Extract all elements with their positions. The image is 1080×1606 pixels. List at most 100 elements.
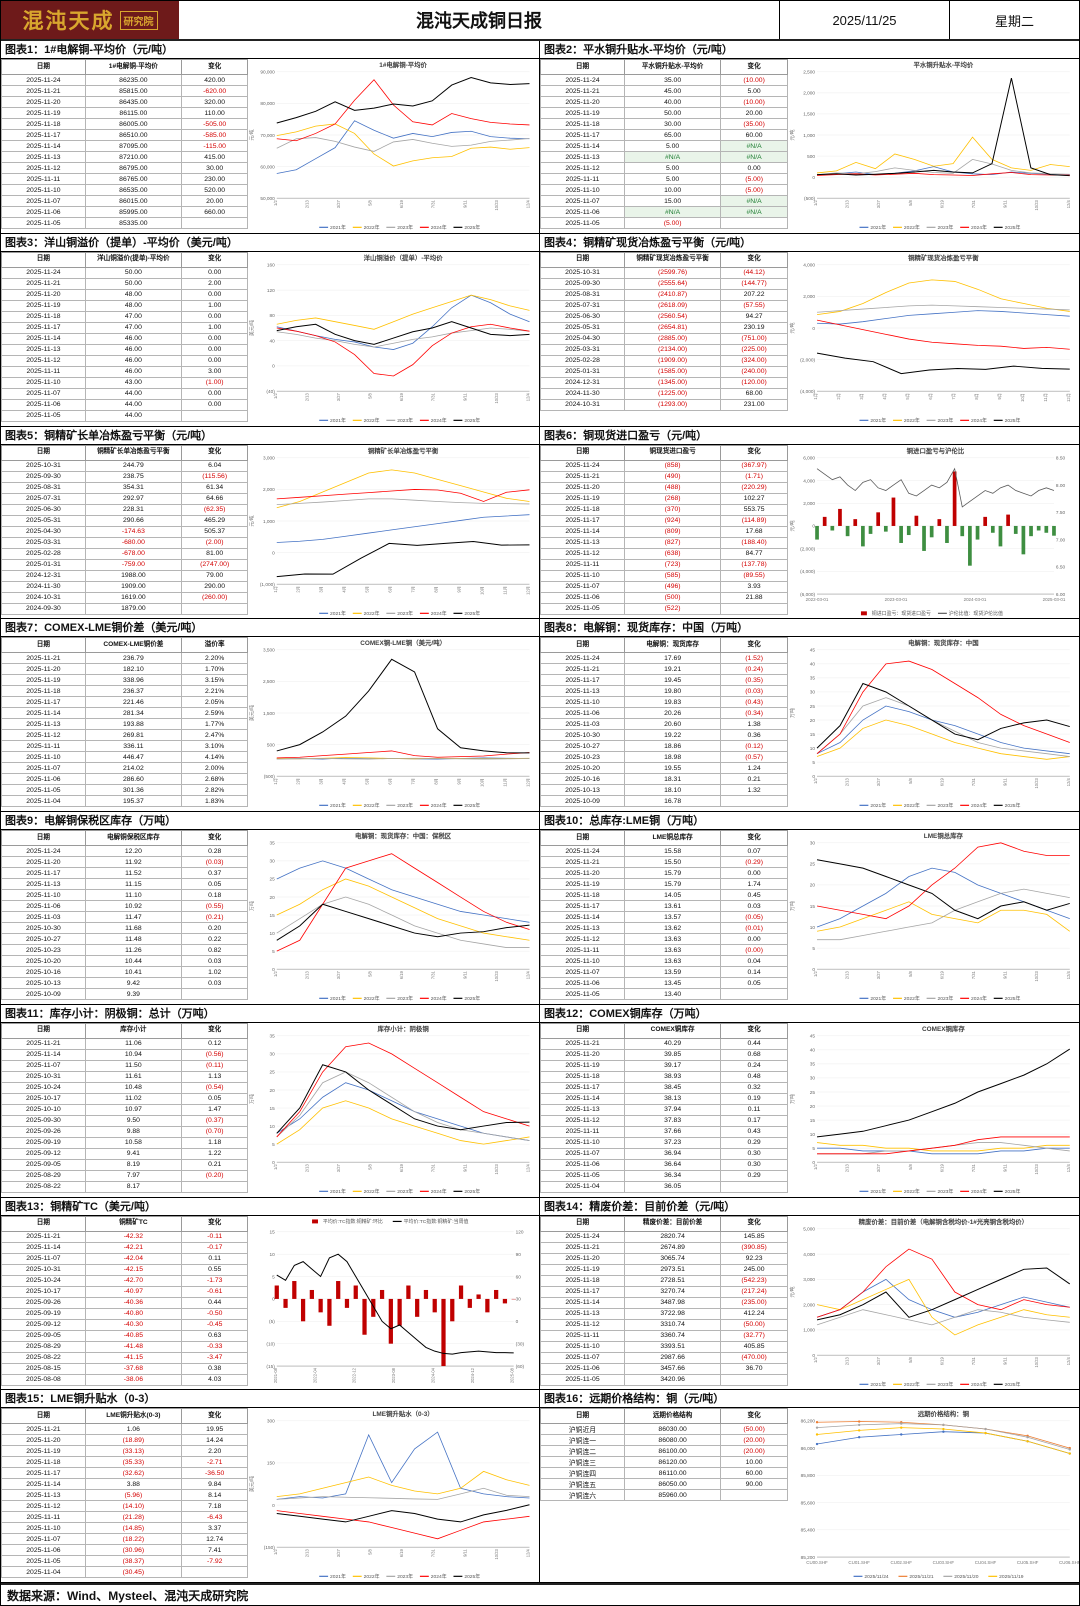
change-cell: (137.78) (720, 558, 788, 571)
panel-title: 图表14：精废价差：目前价差（元/吨） (540, 1198, 1079, 1216)
panel-title: 图表9：电解铜保税区库存（万吨） (1, 812, 539, 830)
value-cell: (5.00) (623, 217, 722, 229)
series-line (277, 540, 530, 577)
date-cell: 2025-11-13 (1, 1489, 86, 1502)
column-header: 日期 (540, 830, 625, 846)
chart-title: COMEX铜-LME铜（美元/吨） (361, 638, 447, 647)
value-cell: 36.34 (623, 1169, 722, 1182)
change-cell: 0.05 (720, 977, 788, 989)
change-cell: 0.44 (720, 1037, 788, 1050)
legend-label: 2025年 (465, 1188, 481, 1195)
date-cell: 2025-11-06 (1, 773, 86, 786)
value-cell: 11.15 (84, 878, 182, 890)
table-row: 2025-10-31 (2599.76) (44.12) (540, 266, 788, 279)
data-table: 日期 精废价差：目前价差 变化 2025-11-24 2820.74 145.85 202… (540, 1215, 788, 1386)
x-tick-label: 10月 (480, 778, 485, 787)
x-tick-label: 7/31 (431, 1163, 436, 1172)
date-cell: 2025-10-17 (1, 1285, 86, 1298)
table-row: 2025-11-12 13.63 0.00 (540, 933, 788, 945)
value-cell: 3360.74 (623, 1329, 722, 1342)
date-cell: 2025-04-30 (1, 525, 86, 538)
date-cell: 2025-11-18 (540, 1274, 625, 1287)
change-cell: (0.56) (180, 1048, 249, 1061)
change-cell: 0.48 (720, 1070, 788, 1083)
table-row: 2025-11-17 13.61 0.03 (540, 900, 788, 912)
x-tick-label: 10/23 (1034, 1356, 1039, 1367)
series-bar (937, 518, 942, 526)
change-cell: -7.92 (180, 1555, 249, 1568)
change-cell: 2.00 (180, 277, 249, 290)
value-cell: 13.59 (623, 966, 722, 978)
x-tick-label: 6/19 (400, 199, 405, 208)
table-row: 2025-11-17 11.52 0.37 (1, 867, 249, 879)
change-cell: -0.17 (180, 1241, 249, 1254)
legend-label: 2025/11/24 (864, 1574, 889, 1580)
value-cell: 354.31 (84, 481, 182, 494)
date-cell: 2025-11-13 (1, 343, 86, 356)
change-cell: (62.35) (180, 503, 249, 516)
data-table: 日期 LME铜总库存 变化 2025-11-24 15.58 0.07 2025-11-2… (540, 830, 788, 1000)
x-tick-label: 2月 (296, 778, 301, 784)
table-row: 2025-11-11 37.66 0.43 (540, 1125, 788, 1138)
date-cell: 2025-11-18 (1, 310, 86, 323)
date-cell: 2025-11-10 (540, 1136, 625, 1149)
column-header: 变化 (720, 251, 788, 268)
change-cell: (0.05) (720, 911, 788, 923)
change-cell: -1.73 (180, 1274, 249, 1287)
change-cell: (0.29) (720, 856, 788, 868)
y-tick-label: 20 (270, 895, 276, 901)
legend-label: 2025年 (1005, 802, 1021, 809)
table-row: 2025-09-30 (2555.64) (144.77) (540, 277, 788, 290)
date-cell: 2025-11-14 (1, 1241, 86, 1254)
date-cell: 2025-11-07 (540, 580, 625, 593)
change-cell: (120.00) (720, 376, 788, 389)
legend-label: 2021年 (870, 1380, 886, 1387)
x-tick-label: 1/2 (273, 199, 278, 205)
value-cell: -680.00 (84, 536, 182, 549)
date-cell: 2025-11-05 (540, 217, 625, 229)
date-cell: 2025-09-19 (1, 1307, 86, 1320)
value-cell: 14.05 (623, 889, 722, 901)
date-cell: 沪铜连三 (540, 1456, 625, 1469)
table-row: 2025-11-13 (5.96) 8.14 (1, 1489, 249, 1502)
value-cell: 46.00 (84, 343, 182, 356)
column-header: 日期 (1, 1215, 86, 1232)
series-bar (1006, 514, 1010, 526)
change-cell: 1.02 (180, 966, 249, 978)
date-cell: 2024-12-31 (540, 376, 625, 389)
chart-title: 远期价格结构：铜 (918, 1409, 970, 1418)
table-row: 2025-09-12 9.41 1.22 (1, 1147, 249, 1160)
x-tick-label: 9/11 (1003, 970, 1008, 978)
panel-body: 日期 平水铜升贴水-平均价 变化 2025-11-24 35.00 (10.00) 202… (540, 59, 1079, 233)
y-tick-label: 2,000 (263, 487, 275, 493)
table-header-row: 日期 铜精矿现货冶炼盈亏平衡 变化 (540, 251, 788, 268)
date-cell: 2025-11-14 (1, 707, 86, 720)
value-cell: (268) (623, 492, 722, 505)
value-cell: 193.88 (84, 718, 182, 731)
series-bar (975, 525, 980, 540)
change-cell: 0.00 (720, 933, 788, 945)
y-tick-label: 90,000 (261, 70, 276, 76)
value-cell: (18.22) (84, 1533, 182, 1546)
date-cell: 2024-11-30 (1, 580, 86, 593)
change-cell: (188.40) (720, 536, 788, 549)
date-cell: 2025-11-17 (1, 696, 86, 709)
date-cell: 2025-05-31 (1, 514, 86, 527)
y-tick-label: 2,000 (803, 1302, 815, 1308)
chart-area: 15 10 5 0 (5) (10) (15) 120 90 60 30 0 (30) (60) 2021-… (248, 1216, 539, 1390)
date-cell: 2025-10-23 (1, 944, 86, 956)
date-cell: 沪铜近月 (540, 1423, 625, 1436)
series-bar (389, 1298, 394, 1344)
table-row: 2025-11-19 (33.13) 2.20 (1, 1445, 249, 1458)
x-tick-label: 1月 (273, 778, 278, 784)
table-header-row: 日期 1#电解铜-平均价 变化 (1, 59, 249, 75)
panel-body: 日期 LME铜升贴水(0-3) 变化 2025-11-21 1.06 19.95 2025… (1, 1408, 539, 1582)
panel-8: 图表8：电解铜：现货库存：中国（万吨） 日期 电解铜：现货库存 变化 2025-11… (540, 619, 1079, 812)
table-row: 2025-11-11 46.00 3.00 (1, 365, 249, 378)
table-row: 2025-11-21 85815.00 -620.00 (1, 85, 249, 97)
date-cell: 2025-11-24 (1, 74, 86, 86)
value-cell: 1988.00 (84, 569, 182, 582)
change-cell: (0.21) (180, 911, 249, 923)
series-bar (476, 1293, 482, 1299)
change-cell: (0.11) (180, 1059, 249, 1072)
